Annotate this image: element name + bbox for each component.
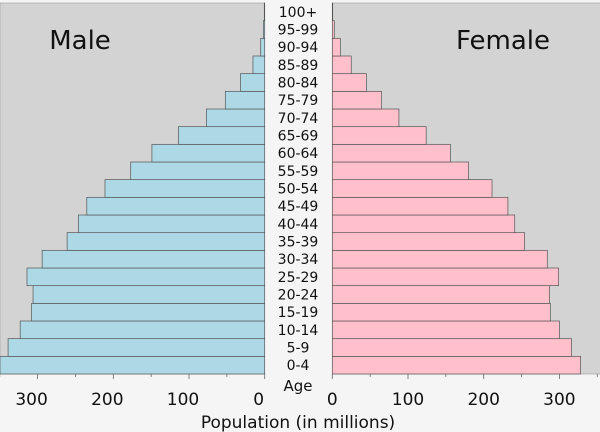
left-tick-label: 200 bbox=[91, 390, 123, 410]
age-label-5-9: 5-9 bbox=[287, 341, 310, 357]
age-label-40-44: 40-44 bbox=[278, 217, 319, 233]
female-bar-20-24 bbox=[331, 285, 550, 304]
female-bar-55-59 bbox=[331, 161, 469, 181]
female-bar-70-74 bbox=[331, 108, 400, 128]
female-bar-10-14 bbox=[331, 320, 560, 340]
right-tick-label: 300 bbox=[543, 390, 575, 410]
female-bar-90-94 bbox=[331, 37, 341, 57]
male-bar-20-24 bbox=[32, 285, 266, 304]
age-label-30-34: 30-34 bbox=[278, 252, 319, 268]
age-label-100+: 100+ bbox=[279, 5, 317, 21]
female-bar-0-4 bbox=[331, 355, 581, 375]
male-bar-65-69 bbox=[178, 126, 266, 145]
age-label-45-49: 45-49 bbox=[278, 199, 319, 215]
female-bar-95-99 bbox=[331, 20, 335, 39]
female-bar-65-69 bbox=[331, 126, 427, 145]
left-tick-label: 100 bbox=[167, 390, 199, 410]
age-label-90-94: 90-94 bbox=[278, 40, 319, 56]
male-bar-5-9 bbox=[7, 338, 266, 357]
age-label-0-4: 0-4 bbox=[287, 358, 310, 374]
age-label-55-59: 55-59 bbox=[278, 164, 319, 180]
male-bar-90-94 bbox=[260, 37, 266, 57]
female-bar-85-89 bbox=[331, 55, 352, 75]
male-bar-40-44 bbox=[78, 214, 266, 234]
age-label-70-74: 70-74 bbox=[278, 111, 319, 127]
female-bar-5-9 bbox=[331, 338, 572, 357]
y-axis-label: Age bbox=[283, 377, 312, 395]
left-tick-label: 300 bbox=[15, 390, 47, 410]
female-bar-50-54 bbox=[331, 179, 493, 198]
female-bar-45-49 bbox=[331, 196, 509, 216]
right-tick-label: 0 bbox=[327, 390, 338, 410]
age-label-35-39: 35-39 bbox=[278, 235, 319, 251]
left-tick-label: 0 bbox=[253, 390, 264, 410]
right-tick-label: 200 bbox=[467, 390, 499, 410]
age-label-65-69: 65-69 bbox=[278, 129, 319, 145]
age-label-75-79: 75-79 bbox=[278, 93, 319, 109]
female-bar-15-19 bbox=[331, 302, 551, 322]
female-bar-80-84 bbox=[331, 73, 367, 92]
male-bar-85-89 bbox=[252, 55, 266, 75]
male-bar-80-84 bbox=[240, 73, 266, 92]
age-label-25-29: 25-29 bbox=[278, 270, 319, 286]
age-label-80-84: 80-84 bbox=[278, 76, 319, 92]
x-axis-label: Population (in millions) bbox=[201, 413, 395, 432]
male-bar-15-19 bbox=[31, 302, 266, 322]
female-bar-40-44 bbox=[331, 214, 516, 234]
female-series-label: Female bbox=[456, 26, 550, 56]
male-bar-55-59 bbox=[130, 161, 266, 181]
female-bar-25-29 bbox=[331, 267, 559, 287]
age-label-85-89: 85-89 bbox=[278, 58, 319, 74]
female-bar-30-34 bbox=[331, 249, 548, 269]
female-bar-60-64 bbox=[331, 143, 451, 163]
female-bar-35-39 bbox=[331, 232, 525, 251]
male-bar-70-74 bbox=[206, 108, 266, 128]
age-label-15-19: 15-19 bbox=[278, 305, 319, 321]
age-label-60-64: 60-64 bbox=[278, 146, 319, 162]
male-bar-75-79 bbox=[224, 90, 266, 110]
age-label-50-54: 50-54 bbox=[278, 182, 319, 198]
right-tick-label: 100 bbox=[392, 390, 424, 410]
male-series-label: Male bbox=[49, 26, 111, 56]
male-bar-0-4 bbox=[0, 355, 266, 375]
male-bar-35-39 bbox=[66, 232, 266, 251]
age-label-10-14: 10-14 bbox=[278, 323, 319, 339]
male-bar-25-29 bbox=[26, 267, 266, 287]
male-bar-45-49 bbox=[86, 196, 266, 216]
female-bar-75-79 bbox=[331, 90, 382, 110]
male-bar-60-64 bbox=[151, 143, 266, 163]
age-label-95-99: 95-99 bbox=[278, 23, 319, 39]
male-bar-50-54 bbox=[104, 179, 266, 198]
male-bar-30-34 bbox=[41, 249, 266, 269]
age-label-20-24: 20-24 bbox=[278, 288, 319, 304]
male-bar-10-14 bbox=[19, 320, 266, 340]
male-bar-95-99 bbox=[262, 20, 266, 39]
